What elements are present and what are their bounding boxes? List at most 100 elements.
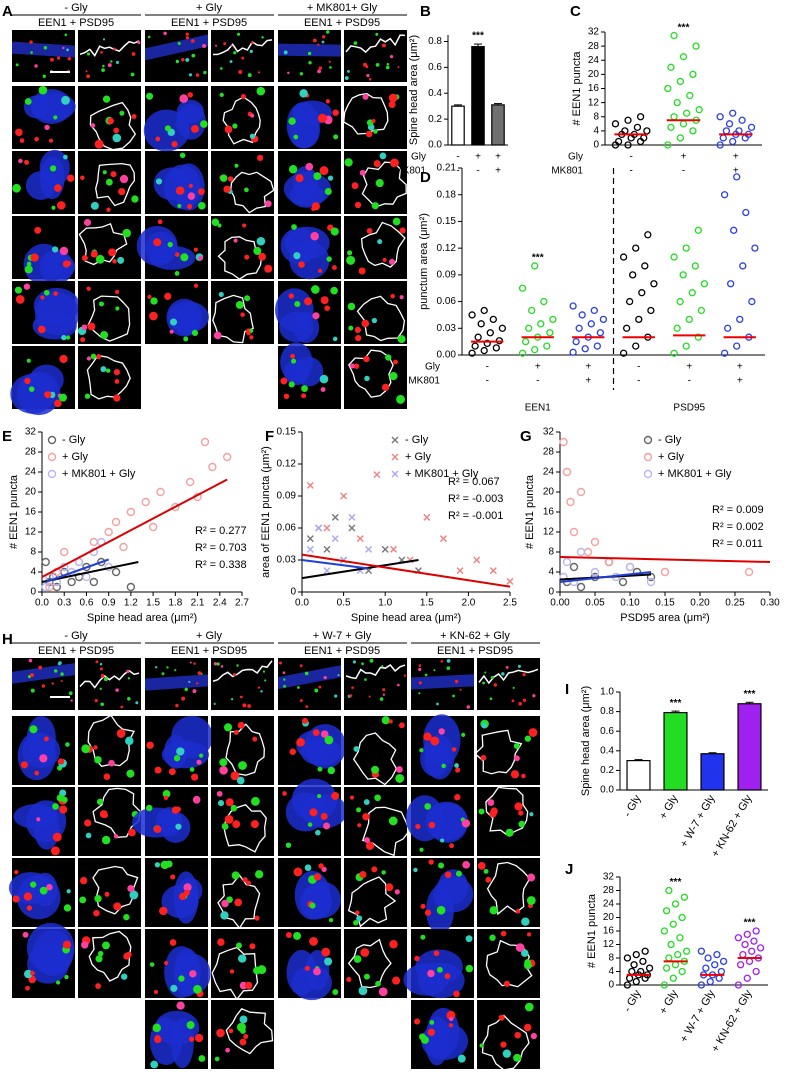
punctum xyxy=(178,975,185,982)
micrograph-bg xyxy=(211,151,274,214)
punctum xyxy=(40,295,45,300)
punctum xyxy=(256,236,266,246)
punctum xyxy=(363,837,370,844)
y-tick-label: 0.21 xyxy=(437,163,457,174)
condition-sign: - xyxy=(637,376,640,387)
data-point xyxy=(97,557,106,567)
x-tick-label: 0.10 xyxy=(620,598,640,609)
r-squared: R² = -0.003 xyxy=(448,493,503,505)
punctum xyxy=(363,62,367,67)
y-tick-label: 0.8 xyxy=(600,706,614,717)
data-point xyxy=(576,547,586,557)
data-point xyxy=(720,191,729,199)
data-point xyxy=(716,113,724,121)
data-point xyxy=(171,502,180,512)
x-tick-label: 0.20 xyxy=(690,598,710,609)
y-tick-label: 0.4 xyxy=(600,745,614,756)
punctum xyxy=(100,366,107,373)
punctum xyxy=(398,722,405,729)
punctum xyxy=(59,354,68,364)
punctum xyxy=(214,1056,220,1062)
data-point xyxy=(688,289,696,297)
data-point xyxy=(694,226,702,234)
punctum xyxy=(166,666,169,669)
y-tick-label: 32 xyxy=(603,872,615,883)
data-point xyxy=(682,244,690,252)
x-axis-label: Spine head area (μm²) xyxy=(87,612,197,624)
punctum xyxy=(113,902,122,911)
punctum xyxy=(66,335,71,340)
punctum xyxy=(285,842,292,848)
punctum xyxy=(127,884,135,893)
data-point xyxy=(643,127,651,135)
punctum xyxy=(448,1023,454,1028)
punctum xyxy=(213,331,222,340)
data-point xyxy=(702,964,710,972)
punctum xyxy=(54,399,62,408)
punctum xyxy=(461,732,466,737)
punctum xyxy=(191,53,196,58)
punctum xyxy=(216,662,220,666)
y-tick-label: 0.6 xyxy=(600,726,614,737)
x-tick-label: 2.5 xyxy=(503,598,517,609)
punctum xyxy=(524,958,532,966)
y-tick-label: 16 xyxy=(25,507,37,518)
data-point xyxy=(723,324,732,332)
punctum xyxy=(294,300,301,307)
punctum xyxy=(24,265,33,274)
data-point xyxy=(743,974,751,982)
punctum xyxy=(451,747,457,752)
punctum xyxy=(230,771,240,781)
x-tick-label: 0.5 xyxy=(337,598,351,609)
bar xyxy=(663,711,688,791)
micrograph xyxy=(278,30,341,82)
significance: *** xyxy=(472,31,484,42)
punctum xyxy=(261,36,264,39)
punctum xyxy=(446,666,451,670)
data-point xyxy=(665,954,673,962)
punctum xyxy=(203,70,207,75)
data-point xyxy=(473,556,481,564)
spine xyxy=(30,92,76,121)
punctum xyxy=(169,318,178,326)
data-point xyxy=(126,582,136,592)
data-point xyxy=(576,582,586,592)
punctum xyxy=(289,748,296,756)
micrograph-bg xyxy=(78,346,141,409)
data-point xyxy=(593,342,601,350)
y-tick-label: 0.09 xyxy=(277,491,297,502)
data-point xyxy=(373,471,381,479)
micrograph xyxy=(145,658,208,710)
x-tick-label: 0.25 xyxy=(725,598,745,609)
punctum xyxy=(321,40,325,44)
data-point xyxy=(685,315,693,324)
punctum xyxy=(99,663,103,666)
panel-letter: J xyxy=(565,861,573,878)
punctum xyxy=(423,732,432,741)
punctum xyxy=(381,716,390,725)
punctum xyxy=(99,810,108,819)
data-point xyxy=(667,123,675,131)
data-point xyxy=(720,349,729,357)
punctum xyxy=(15,63,19,67)
punctum xyxy=(396,394,406,404)
condition-sign: + xyxy=(733,166,739,177)
data-point xyxy=(694,333,702,341)
punctum xyxy=(522,672,526,677)
panel-letter: H xyxy=(2,631,13,648)
stain-label: EEN1 + PSD95 xyxy=(437,645,513,657)
punctum xyxy=(61,334,67,341)
micrograph xyxy=(211,858,274,930)
micrograph xyxy=(145,281,209,344)
punctum xyxy=(187,92,193,98)
punctum xyxy=(526,932,532,937)
punctum xyxy=(180,253,189,262)
punctum xyxy=(392,217,401,226)
punctum xyxy=(256,86,266,96)
punctum xyxy=(183,336,189,342)
punctum xyxy=(175,806,181,813)
punctum xyxy=(43,46,48,50)
punctum xyxy=(30,881,37,888)
punctum xyxy=(262,670,266,673)
legend-marker xyxy=(47,452,57,462)
